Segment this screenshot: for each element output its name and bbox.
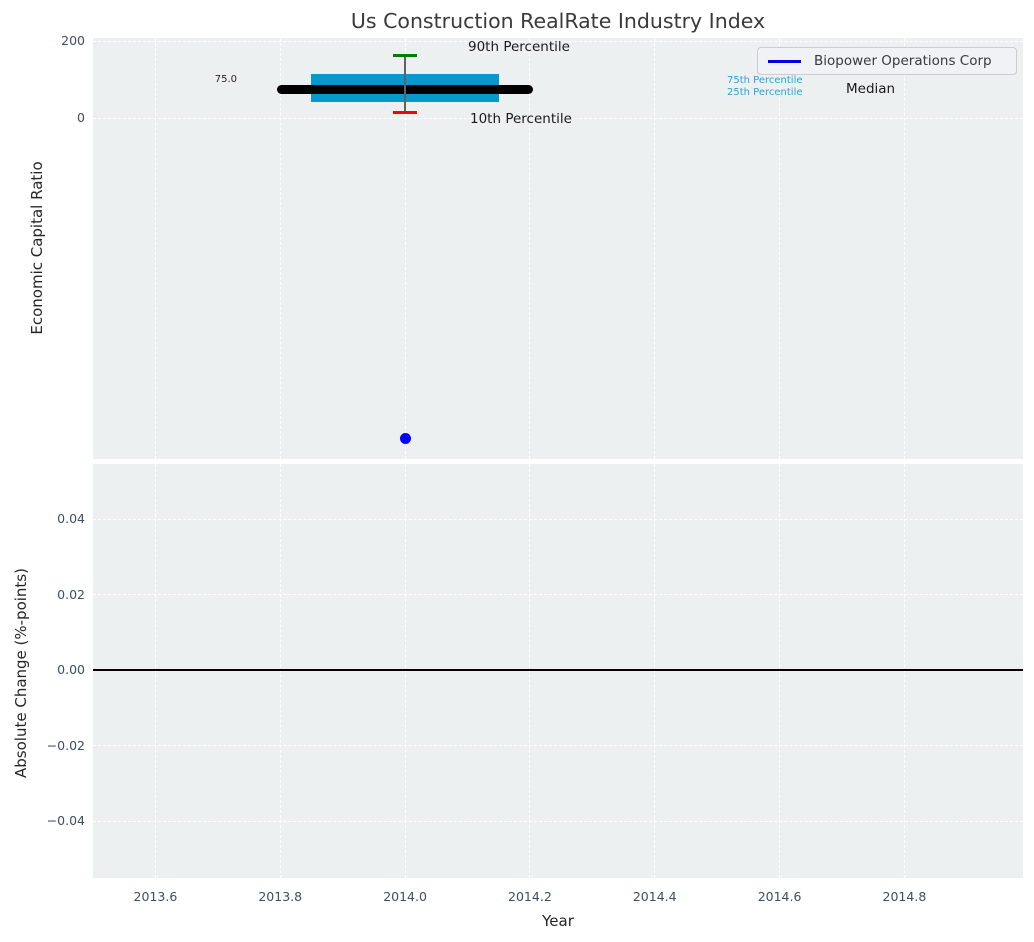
x-gridline [154,38,156,459]
x-gridline [779,38,781,459]
whisker-cap-10th [393,111,418,115]
y-gridline [93,117,1023,119]
annotation-median: Median [846,81,896,97]
x-tick-label: 2014.6 [757,889,802,904]
y-tick-label: 0.04 [57,511,85,527]
y-gridline [93,745,1023,747]
y-tick-label: 0 [77,110,85,126]
legend-label: Biopower Operations Corp [814,53,992,69]
x-tick-label: 2013.8 [258,889,303,904]
top-y-axis-label: Economic Capital Ratio [28,161,46,335]
whisker-cap-90th [393,53,418,57]
x-gridline [654,38,656,459]
y-tick-label: 0.00 [57,662,85,678]
y-tick-label: −0.02 [46,737,85,753]
annotation-90th-percentile: 90th Percentile [468,39,570,55]
x-gridline [279,38,281,459]
x-gridline [529,38,531,459]
whisker-line [404,55,406,113]
y-tick-label: 200 [61,33,85,49]
annotation-25th-percentile: 25th Percentile [727,86,803,98]
x-tick-label: 2014.2 [508,889,552,904]
x-tick-label: 2014.8 [882,889,927,904]
zero-line [93,669,1023,672]
legend-line-swatch [768,59,801,63]
y-gridline [93,820,1023,822]
y-gridline [93,518,1023,520]
bottom-axes [93,464,1023,878]
x-axis-label: Year [542,912,574,930]
x-gridline [903,38,905,459]
y-tick-label: 0.02 [57,586,85,602]
y-tick-label: −0.04 [46,813,85,829]
x-gridline [404,38,406,459]
company-data-point [399,432,411,444]
x-tick-label: 2014.4 [632,889,677,904]
chart-title: Us Construction RealRate Industry Index [350,9,766,33]
top-axes [93,38,1023,459]
annotation-75th-percentile: 75th Percentile [727,75,803,86]
y-gridline [93,40,1023,42]
x-tick-label: 2014.0 [383,889,427,904]
annotation-10th-percentile: 10th Percentile [470,111,572,127]
legend: Biopower Operations Corp [757,47,1017,75]
y-gridline [93,594,1023,596]
x-tick-label: 2013.6 [133,889,178,904]
annotation-median-value: 75.0 [214,74,237,85]
annotation-percentile-block: 75th Percentile 25th Percentile [727,75,803,98]
